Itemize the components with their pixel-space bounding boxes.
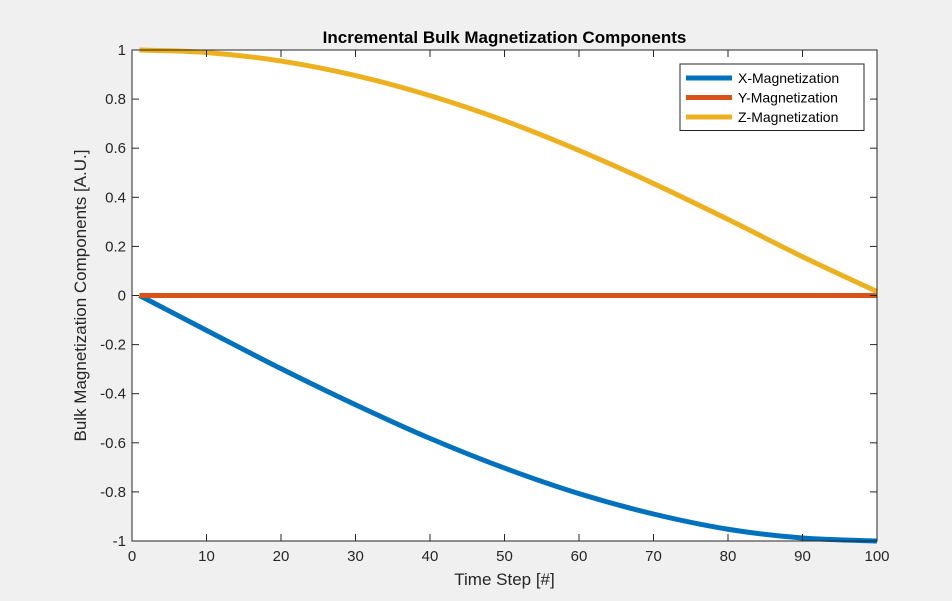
- y-tick-label: -0.6: [100, 435, 126, 452]
- y-tick-label: 0: [118, 288, 126, 305]
- y-tick-label: 0.6: [105, 140, 126, 157]
- legend: X-Magnetization Y-Magnetization Z-Magnetiz…: [679, 63, 865, 131]
- x-tick-label: 70: [645, 548, 662, 565]
- x-tick-label: 90: [794, 548, 811, 565]
- series-line-z-magnetization: [139, 47, 879, 294]
- axes: 0 10 20 30 40 50 60 70 80 90 100 -1-0.8-0.6-0.4-0.…: [100, 42, 889, 565]
- x-tick-label: 30: [347, 548, 364, 565]
- y-tick-label: -0.4: [100, 386, 126, 403]
- legend-label-x-magnetization: X-Magnetization: [738, 70, 839, 86]
- y-tick-label: 1: [118, 42, 126, 59]
- y-axis-ticks: -1 -0.8 -0.6 -0.4 -0.2 0 0.2 0.4 0.6 0.8 1: [100, 42, 877, 550]
- x-tick-label: 40: [422, 548, 439, 565]
- y-tick-label: 0.8: [105, 91, 126, 108]
- legend-label-z-magnetization: Z-Magnetization: [738, 109, 838, 125]
- x-tick-label: 20: [273, 548, 290, 565]
- y-tick-label: -1: [113, 533, 126, 550]
- x-tick-label: 80: [720, 548, 737, 565]
- y-tick-label: -0.8: [100, 484, 126, 501]
- y-axis-label: Bulk Magnetization Components [A.U.]: [71, 150, 90, 442]
- x-tick-label: 0: [128, 548, 136, 565]
- legend-label-y-magnetization: Y-Magnetization: [738, 90, 838, 106]
- y-tick-label: -0.2: [100, 337, 126, 354]
- series-layer: [138, 47, 879, 544]
- chart-title: Incremental Bulk Magnetization Component…: [323, 28, 687, 47]
- x-tick-label: 10: [198, 548, 215, 565]
- series-line-x-magnetization: [138, 293, 878, 544]
- x-tick-label: 100: [864, 548, 889, 565]
- x-axis-label: Time Step [#]: [454, 570, 554, 589]
- x-axis-ticks: 0 10 20 30 40 50 60 70 80 90 100: [128, 50, 890, 565]
- y-tick-label: 0.4: [105, 189, 126, 206]
- x-tick-label: 60: [571, 548, 588, 565]
- x-tick-label: 50: [496, 548, 513, 565]
- y-tick-label: 0.2: [105, 238, 126, 255]
